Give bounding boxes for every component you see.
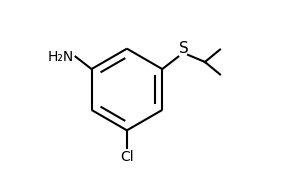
Text: Cl: Cl [120,150,134,164]
Text: S: S [179,41,189,56]
Text: H₂N: H₂N [47,50,74,64]
